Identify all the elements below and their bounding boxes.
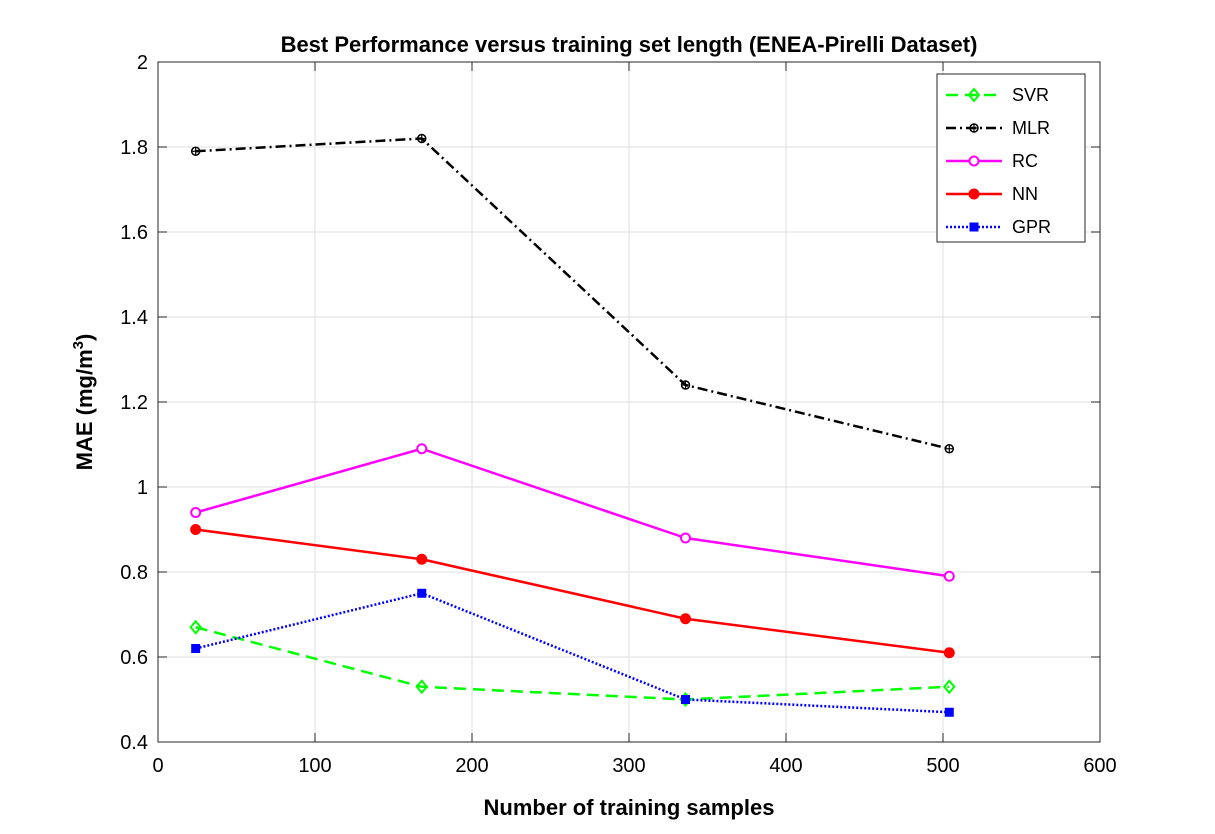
y-tick-label: 1.8	[120, 137, 148, 159]
y-tick-label: 1.2	[120, 392, 148, 414]
series-line-nn	[195, 528, 950, 654]
data-point-nn	[943, 647, 955, 659]
data-point-nn	[416, 553, 428, 565]
x-tick-label: 400	[769, 755, 802, 777]
y-axis-label-superscript: 3	[70, 341, 87, 349]
legend-marker-nn	[968, 188, 980, 200]
y-tick-label: 1.4	[120, 307, 148, 329]
legend-label-rc: RC	[1012, 151, 1038, 171]
data-point-svr	[189, 619, 202, 635]
legend: SVR MLR RC NN GPR	[936, 73, 1086, 243]
series-line-mlr	[195, 137, 950, 450]
legend-label-svr: SVR	[1012, 85, 1049, 105]
data-point-mlr	[680, 380, 691, 390]
data-point-mlr	[944, 444, 955, 454]
data-point-mlr	[190, 146, 201, 156]
legend-marker-mlr	[969, 123, 979, 133]
data-point-rc	[190, 507, 202, 518]
y-tick-label: 1	[137, 477, 148, 499]
data-point-gpr	[681, 695, 691, 704]
legend-marker-gpr	[969, 222, 979, 232]
chart-title: Best Performance versus training set len…	[281, 32, 978, 57]
data-point-gpr	[944, 707, 954, 717]
y-tick-label: 0.4	[120, 732, 148, 754]
legend-item-gpr: GPR	[946, 217, 1051, 237]
data-point-svr	[415, 679, 429, 695]
data-point-nn	[680, 613, 692, 625]
legend-item-svr: SVR	[946, 85, 1049, 105]
data-point-rc	[943, 570, 955, 582]
legend-marker-svr	[967, 87, 981, 103]
x-tick-label: 200	[455, 755, 488, 777]
y-axis-label: MAE (mg/m3)	[70, 334, 97, 471]
x-tick-label: 600	[1083, 755, 1116, 777]
series	[189, 133, 956, 717]
y-axis-label-main: MAE (mg/m	[72, 349, 97, 470]
data-point-rc	[416, 443, 428, 455]
legend-item-mlr: MLR	[946, 118, 1050, 138]
x-tick-label: 100	[298, 755, 331, 777]
x-tick-label: 300	[612, 755, 645, 777]
series-gpr	[191, 588, 954, 717]
legend-label-nn: NN	[1012, 184, 1038, 204]
legend-marker-rc	[968, 155, 980, 167]
series-mlr	[190, 133, 955, 454]
series-svr	[189, 619, 956, 708]
y-tick-label: 0.8	[120, 562, 148, 584]
axis-ticks: 0 100 200 300 400 500 600 0.4 0.6 0.8 1 1.2 1.4 1.6 1.…	[120, 52, 1117, 777]
y-tick-label: 0.6	[120, 647, 148, 669]
x-tick-label: 500	[926, 755, 959, 777]
data-point-gpr	[191, 644, 201, 653]
data-point-nn	[190, 524, 202, 535]
series-nn	[190, 524, 955, 659]
data-point-rc	[680, 532, 692, 544]
legend-item-rc: RC	[946, 151, 1038, 171]
legend-label-gpr: GPR	[1012, 217, 1051, 237]
y-axis-label-end: )	[72, 334, 97, 341]
data-point-svr	[942, 679, 956, 695]
legend-label-mlr: MLR	[1012, 118, 1050, 138]
series-line-svr	[195, 626, 950, 701]
series-line-rc	[195, 447, 950, 578]
x-tick-label: 0	[152, 755, 163, 777]
series-rc	[190, 443, 955, 582]
y-tick-label: 2	[137, 52, 148, 74]
y-tick-label: 1.6	[120, 222, 148, 244]
data-point-gpr	[417, 588, 427, 598]
legend-item-nn: NN	[946, 184, 1038, 204]
series-line-gpr	[195, 592, 950, 714]
data-point-mlr	[417, 133, 427, 144]
legend-box	[936, 73, 1086, 243]
x-axis-label: Number of training samples	[484, 795, 775, 820]
